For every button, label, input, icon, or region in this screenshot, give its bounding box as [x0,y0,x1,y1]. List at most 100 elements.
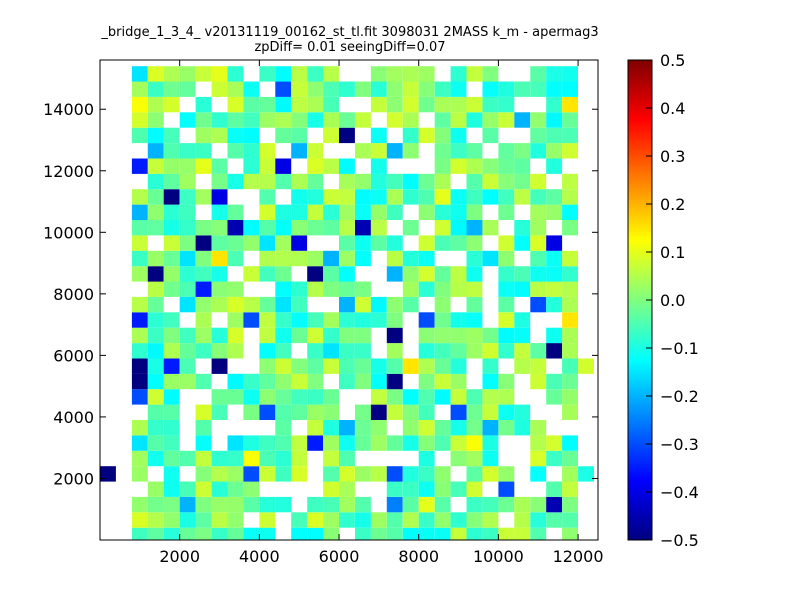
heatmap-cell [275,343,292,359]
heatmap-cell [450,281,467,297]
heatmap-cell [466,235,483,251]
heatmap-cell [243,389,260,405]
heatmap-cell [498,420,515,436]
heatmap-cell [147,312,164,328]
heatmap-cell [339,296,355,313]
heatmap-cell [482,189,499,205]
heatmap-cell [323,358,339,374]
heatmap-cell [418,358,435,374]
heatmap-cell [546,235,563,251]
heatmap-cell [355,296,371,313]
heatmap-cell [530,204,547,220]
heatmap-cell [514,312,531,328]
heatmap-cell [179,373,196,390]
heatmap-cell [450,358,467,374]
heatmap-cell [323,127,339,144]
heatmap-cell [562,389,578,405]
heatmap-cell [498,481,515,497]
heatmap-cell [275,266,292,282]
heatmap-cell [434,281,451,297]
heatmap-cell [243,466,260,482]
heatmap-cell [450,189,467,205]
heatmap-cell [339,481,355,497]
heatmap-cell [450,127,467,144]
heatmap-cell [243,127,260,144]
heatmap-cell [147,389,164,405]
heatmap-cell [147,527,164,540]
heatmap-cell [147,266,164,282]
heatmap-cell [275,420,292,436]
heatmap-cell [530,450,547,467]
heatmap-cell [195,296,212,313]
heatmap-cell [546,296,563,313]
heatmap-cell [291,281,308,297]
heatmap-cell [355,420,371,436]
heatmap-cell [530,496,547,513]
heatmap-cell [562,466,578,482]
heatmap-cell [514,343,531,359]
y-tick-label: 14000 [43,100,94,119]
heatmap-cell [243,481,260,497]
heatmap-cell [131,204,148,220]
heatmap-cell [291,389,308,405]
heatmap-cell [259,496,276,513]
heatmap-cell [498,189,515,205]
heatmap-cell [386,312,403,328]
heatmap-cell [275,66,292,82]
heatmap-cell [546,250,563,267]
heatmap-cell [530,173,547,190]
heatmap-cell [323,250,339,267]
heatmap-cell [291,450,308,467]
heatmap-cell [147,158,164,174]
heatmap-cell [339,127,355,144]
heatmap-cell [466,250,483,267]
heatmap-cell [546,343,563,359]
heatmap-cell [370,404,387,420]
heatmap-cell [275,81,292,97]
heatmap-cell [291,250,308,267]
heatmap-cell [546,66,563,82]
heatmap-cell [339,358,355,374]
y-tick-label: 12000 [43,162,94,181]
heatmap-cell [498,496,515,513]
heatmap-cell [466,143,483,159]
heatmap-cell [275,112,292,128]
heatmap-cell [434,204,451,220]
heatmap-cell [402,96,419,113]
heatmap-cell [562,404,578,420]
heatmap-cell [418,435,435,451]
heatmap-cell [243,296,260,313]
heatmap-cell [163,358,180,374]
heatmap-cell [259,66,276,82]
heatmap-cell [562,373,578,390]
heatmap-cell [307,327,324,344]
heatmap-cell [418,466,435,482]
heatmap-cell [163,481,180,497]
heatmap-cell [355,404,371,420]
heatmap-cell [402,389,419,405]
heatmap-cell [546,512,563,528]
heatmap-cell [466,220,483,236]
y-tick-label: 8000 [53,285,94,304]
heatmap-cell [307,389,324,405]
heatmap-cell [163,435,180,451]
heatmap-cell [163,512,180,528]
heatmap-cell [227,250,244,267]
heatmap-cell [147,404,164,420]
heatmap-cell [434,96,451,113]
heatmap-cell [434,220,451,236]
heatmap-cell [562,496,578,513]
heatmap-cell [355,235,371,251]
heatmap-cell [418,66,435,82]
colorbar-tick-label: 0.3 [660,147,685,166]
heatmap-cell [211,158,228,174]
heatmap-cell [355,358,371,374]
heatmap-cell [530,127,547,144]
heatmap-cell [147,343,164,359]
heatmap-cell [100,466,116,482]
heatmap-cell [147,220,164,236]
heatmap-cell [179,296,196,313]
heatmap-cell [195,189,212,205]
heatmap-cell [211,481,228,497]
heatmap-cell [498,143,515,159]
